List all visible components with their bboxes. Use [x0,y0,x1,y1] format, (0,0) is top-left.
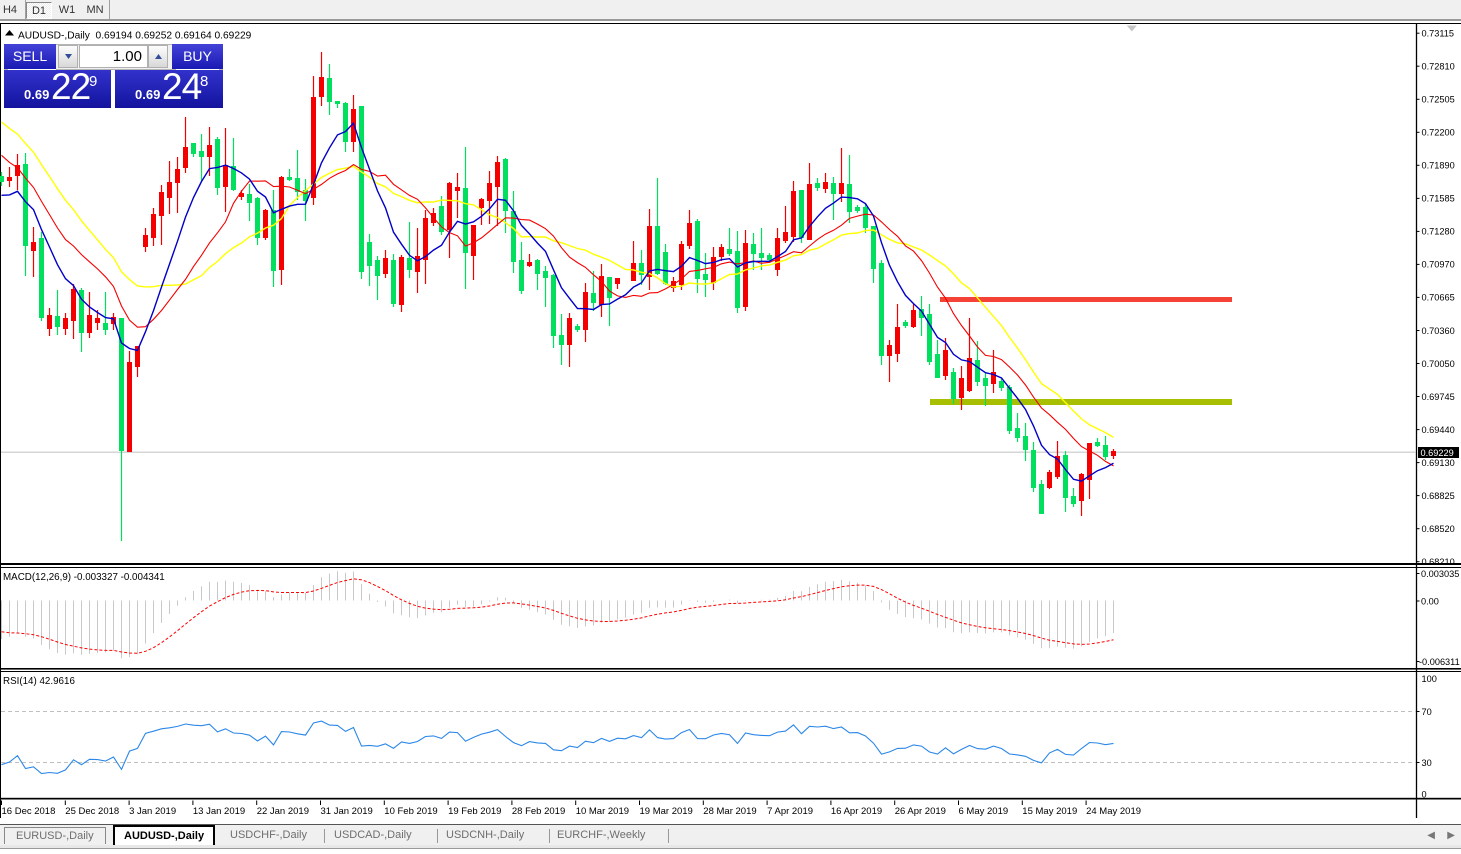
svg-text:0.72505: 0.72505 [1422,95,1455,105]
svg-text:25 Dec 2018: 25 Dec 2018 [65,806,119,817]
svg-text:15 May 2019: 15 May 2019 [1022,806,1077,817]
svg-text:0.69745: 0.69745 [1422,392,1455,402]
svg-text:3 Jan 2019: 3 Jan 2019 [129,806,176,817]
svg-text:0.69440: 0.69440 [1422,425,1455,435]
svg-text:30: 30 [1422,758,1432,768]
svg-text:0.71280: 0.71280 [1422,227,1455,237]
svg-text:0.70665: 0.70665 [1422,293,1455,303]
svg-text:10 Feb 2019: 10 Feb 2019 [384,806,437,817]
svg-text:19 Mar 2019: 19 Mar 2019 [640,806,693,817]
svg-text:100: 100 [1422,674,1437,684]
svg-text:19 Feb 2019: 19 Feb 2019 [448,806,501,817]
svg-text:13 Jan 2019: 13 Jan 2019 [193,806,245,817]
svg-text:0.69229: 0.69229 [1421,448,1454,458]
svg-text:28 Feb 2019: 28 Feb 2019 [512,806,565,817]
svg-text:31 Jan 2019: 31 Jan 2019 [321,806,373,817]
svg-text:0.70050: 0.70050 [1422,359,1455,369]
svg-text:28 Mar 2019: 28 Mar 2019 [703,806,756,817]
svg-text:0.68210: 0.68210 [1422,557,1455,567]
svg-text:0.71890: 0.71890 [1422,161,1455,171]
svg-text:AUDUSD-,Daily 0.69194 0.69252: AUDUSD-,Daily 0.69194 0.69252 0.69164 0.… [18,31,252,42]
svg-text:16 Dec 2018: 16 Dec 2018 [2,806,56,817]
svg-text:0.72810: 0.72810 [1422,62,1455,72]
svg-text:10 Mar 2019: 10 Mar 2019 [576,806,629,817]
svg-text:RSI(14) 42.9616: RSI(14) 42.9616 [3,676,75,687]
svg-text:22 Jan 2019: 22 Jan 2019 [257,806,309,817]
svg-text:0.68520: 0.68520 [1422,524,1455,534]
svg-text:16 Apr 2019: 16 Apr 2019 [831,806,882,817]
svg-text:0.003035: 0.003035 [1421,569,1459,579]
svg-text:-0.006311: -0.006311 [1419,657,1460,667]
svg-text:0.70360: 0.70360 [1422,326,1455,336]
svg-text:0.69130: 0.69130 [1422,458,1455,468]
svg-text:0.68825: 0.68825 [1422,491,1455,501]
svg-text:7 Apr 2019: 7 Apr 2019 [767,806,813,817]
svg-text:0.73115: 0.73115 [1422,29,1455,39]
svg-text:0.72200: 0.72200 [1422,128,1455,138]
svg-text:26 Apr 2019: 26 Apr 2019 [895,806,946,817]
svg-text:0.71585: 0.71585 [1422,194,1455,204]
svg-text:0.00: 0.00 [1421,597,1439,607]
svg-text:MACD(12,26,9) -0.003327 -0.004: MACD(12,26,9) -0.003327 -0.004341 [3,572,165,583]
svg-text:0.70970: 0.70970 [1422,260,1455,270]
svg-text:0: 0 [1422,790,1427,800]
svg-text:6 May 2019: 6 May 2019 [959,806,1009,817]
svg-text:24 May 2019: 24 May 2019 [1086,806,1141,817]
svg-text:70: 70 [1422,707,1432,717]
